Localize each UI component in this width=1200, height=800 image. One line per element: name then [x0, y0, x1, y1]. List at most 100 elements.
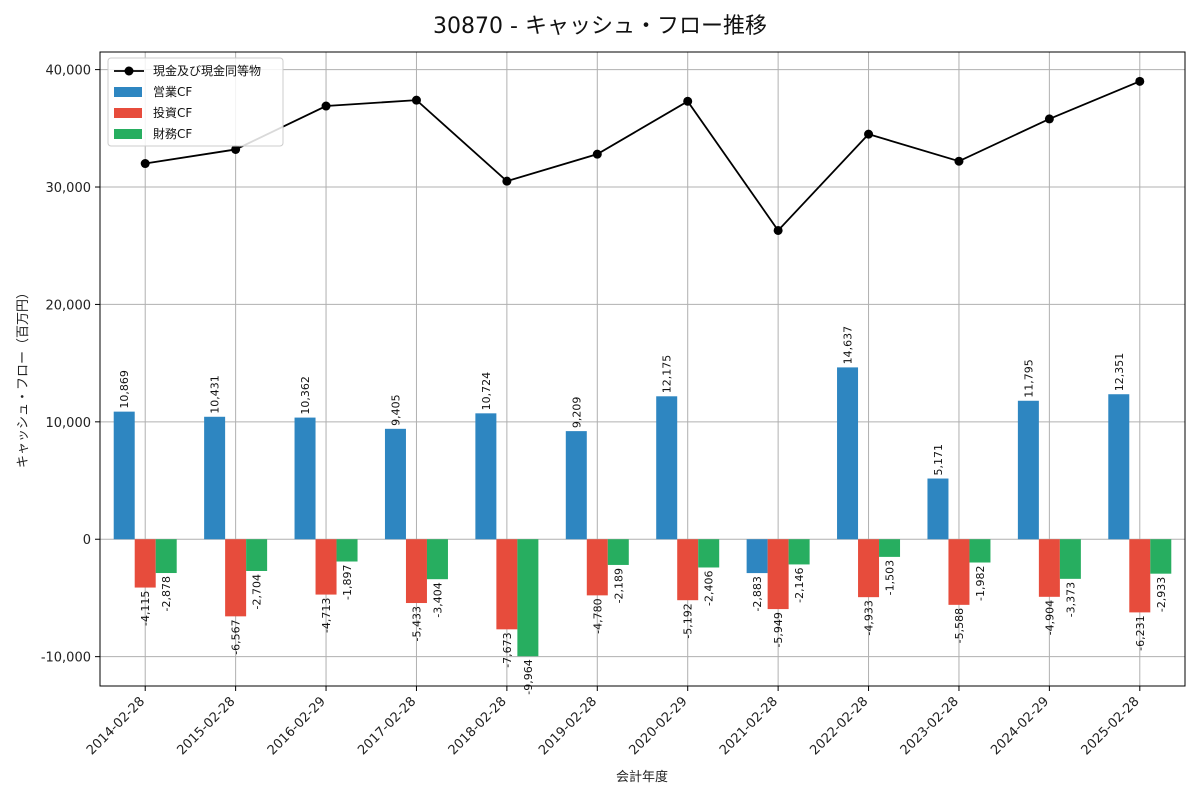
- bar-3: [969, 539, 991, 563]
- y-axis-label: キャッシュ・フロー（百万円）: [16, 286, 31, 468]
- x-tick-label: 2025-02-28: [1079, 694, 1143, 758]
- bar-value-label: 12,351: [1113, 353, 1126, 392]
- legend-box: [107, 57, 284, 147]
- x-tick-label: 2017-02-28: [355, 694, 419, 758]
- bar-value-label: 10,869: [118, 370, 131, 409]
- bar-2: [858, 539, 880, 598]
- bar-value-label: -5,949: [772, 612, 785, 647]
- cash-point: [683, 96, 693, 106]
- x-tick-label: 2021-02-28: [717, 694, 781, 758]
- bar-value-label: -6,231: [1134, 615, 1147, 650]
- bar-value-label: -4,933: [863, 600, 876, 635]
- x-tick-label: 2020-02-29: [626, 694, 690, 758]
- y-tick-label: -10,000: [41, 651, 91, 666]
- bar-value-label: -1,982: [974, 566, 987, 601]
- bar-3: [698, 539, 720, 568]
- bar-value-label: -4,780: [591, 598, 604, 633]
- y-tick-label: 40,000: [46, 64, 92, 79]
- bar-value-label: -2,704: [251, 574, 264, 609]
- x-tick-label: 2022-02-28: [807, 694, 871, 758]
- value-labels-group: 10,869 10,431 10,362 9,405 10,724 9,209 12,175…: [118, 326, 1168, 695]
- cash-point: [954, 156, 964, 166]
- legend-label: 財務CF: [153, 126, 192, 141]
- bar-value-label: -1,503: [884, 560, 897, 595]
- cash-point: [592, 149, 602, 159]
- line-series-group: [140, 76, 1145, 235]
- cash-line: [145, 80, 1141, 232]
- bar-2: [767, 539, 789, 610]
- bar-value-label: -1,897: [341, 565, 354, 600]
- legend-bar-swatch: [114, 129, 142, 139]
- bar-value-label: 9,209: [570, 397, 583, 429]
- bar-3: [607, 539, 629, 565]
- x-tick-label: 2023-02-28: [898, 694, 962, 758]
- x-tick-label: 2019-02-28: [536, 694, 600, 758]
- cash-point: [231, 144, 241, 154]
- bar-1: [927, 478, 949, 540]
- bars-group: [113, 367, 1172, 657]
- legend-label: 投資CF: [153, 105, 192, 120]
- bar-value-label: 9,405: [389, 394, 402, 426]
- bar-value-label: 14,637: [842, 326, 855, 365]
- bar-value-label: -2,146: [793, 567, 806, 602]
- bar-value-label: -7,673: [501, 632, 514, 667]
- bar-2: [225, 539, 247, 617]
- bar-1: [656, 396, 678, 540]
- bar-value-label: -3,404: [431, 582, 444, 617]
- cash-point: [864, 129, 874, 139]
- bar-1: [113, 411, 135, 540]
- bar-value-label: 5,171: [932, 444, 945, 476]
- bar-1: [1017, 400, 1039, 540]
- bar-1: [565, 431, 587, 540]
- axes-group: -10,000 0 10,000 20,000 30,000 40,000 2014-02-…: [41, 64, 1143, 759]
- bar-value-label: -2,883: [751, 576, 764, 611]
- bar-value-label: 10,724: [480, 372, 493, 411]
- plot-frame: [99, 51, 1186, 687]
- x-tick-label: 2016-02-29: [265, 694, 329, 758]
- cash-point: [411, 95, 421, 105]
- bar-value-label: -6,567: [230, 619, 243, 654]
- bar-value-label: -3,373: [1064, 582, 1077, 617]
- bar-value-label: -9,964: [522, 659, 535, 694]
- bar-value-label: -5,192: [682, 603, 695, 638]
- legend-label: 営業CF: [153, 85, 192, 99]
- bar-value-label: -5,433: [410, 606, 423, 641]
- y-tick-label: 0: [83, 533, 91, 548]
- bar-value-label: -2,406: [703, 570, 716, 605]
- legend-bar-swatch: [114, 87, 142, 97]
- cash-point: [321, 101, 331, 111]
- bar-3: [1150, 539, 1172, 574]
- bar-3: [517, 539, 539, 657]
- bar-3: [246, 539, 268, 571]
- bar-2: [496, 539, 518, 630]
- bar-1: [746, 539, 768, 574]
- chart-title: 30870 - キャッシュ・フロー推移: [433, 14, 767, 39]
- cash-point: [502, 176, 512, 186]
- x-tick-label: 2014-02-28: [84, 694, 148, 758]
- legend-label: 現金及び現金同等物: [153, 63, 261, 78]
- bar-value-label: -2,933: [1155, 577, 1168, 612]
- bar-3: [155, 539, 177, 574]
- bar-value-label: -4,115: [139, 591, 152, 626]
- bar-3: [426, 539, 448, 580]
- bar-2: [677, 539, 699, 601]
- bar-2: [134, 539, 156, 588]
- bar-2: [405, 539, 427, 604]
- legend-bar-swatch: [114, 108, 142, 118]
- bar-2: [315, 539, 337, 595]
- bar-1: [837, 367, 859, 540]
- bar-1: [384, 428, 406, 540]
- bar-value-label: -4,904: [1043, 600, 1056, 635]
- bar-3: [336, 539, 358, 562]
- bar-value-label: -5,588: [953, 608, 966, 643]
- x-tick-label: 2018-02-28: [446, 694, 510, 758]
- bar-3: [879, 539, 901, 557]
- bar-2: [586, 539, 608, 596]
- x-tick-label: 2024-02-29: [988, 694, 1052, 758]
- bar-2: [948, 539, 970, 605]
- bar-2: [1038, 539, 1060, 597]
- cash-point: [773, 225, 783, 235]
